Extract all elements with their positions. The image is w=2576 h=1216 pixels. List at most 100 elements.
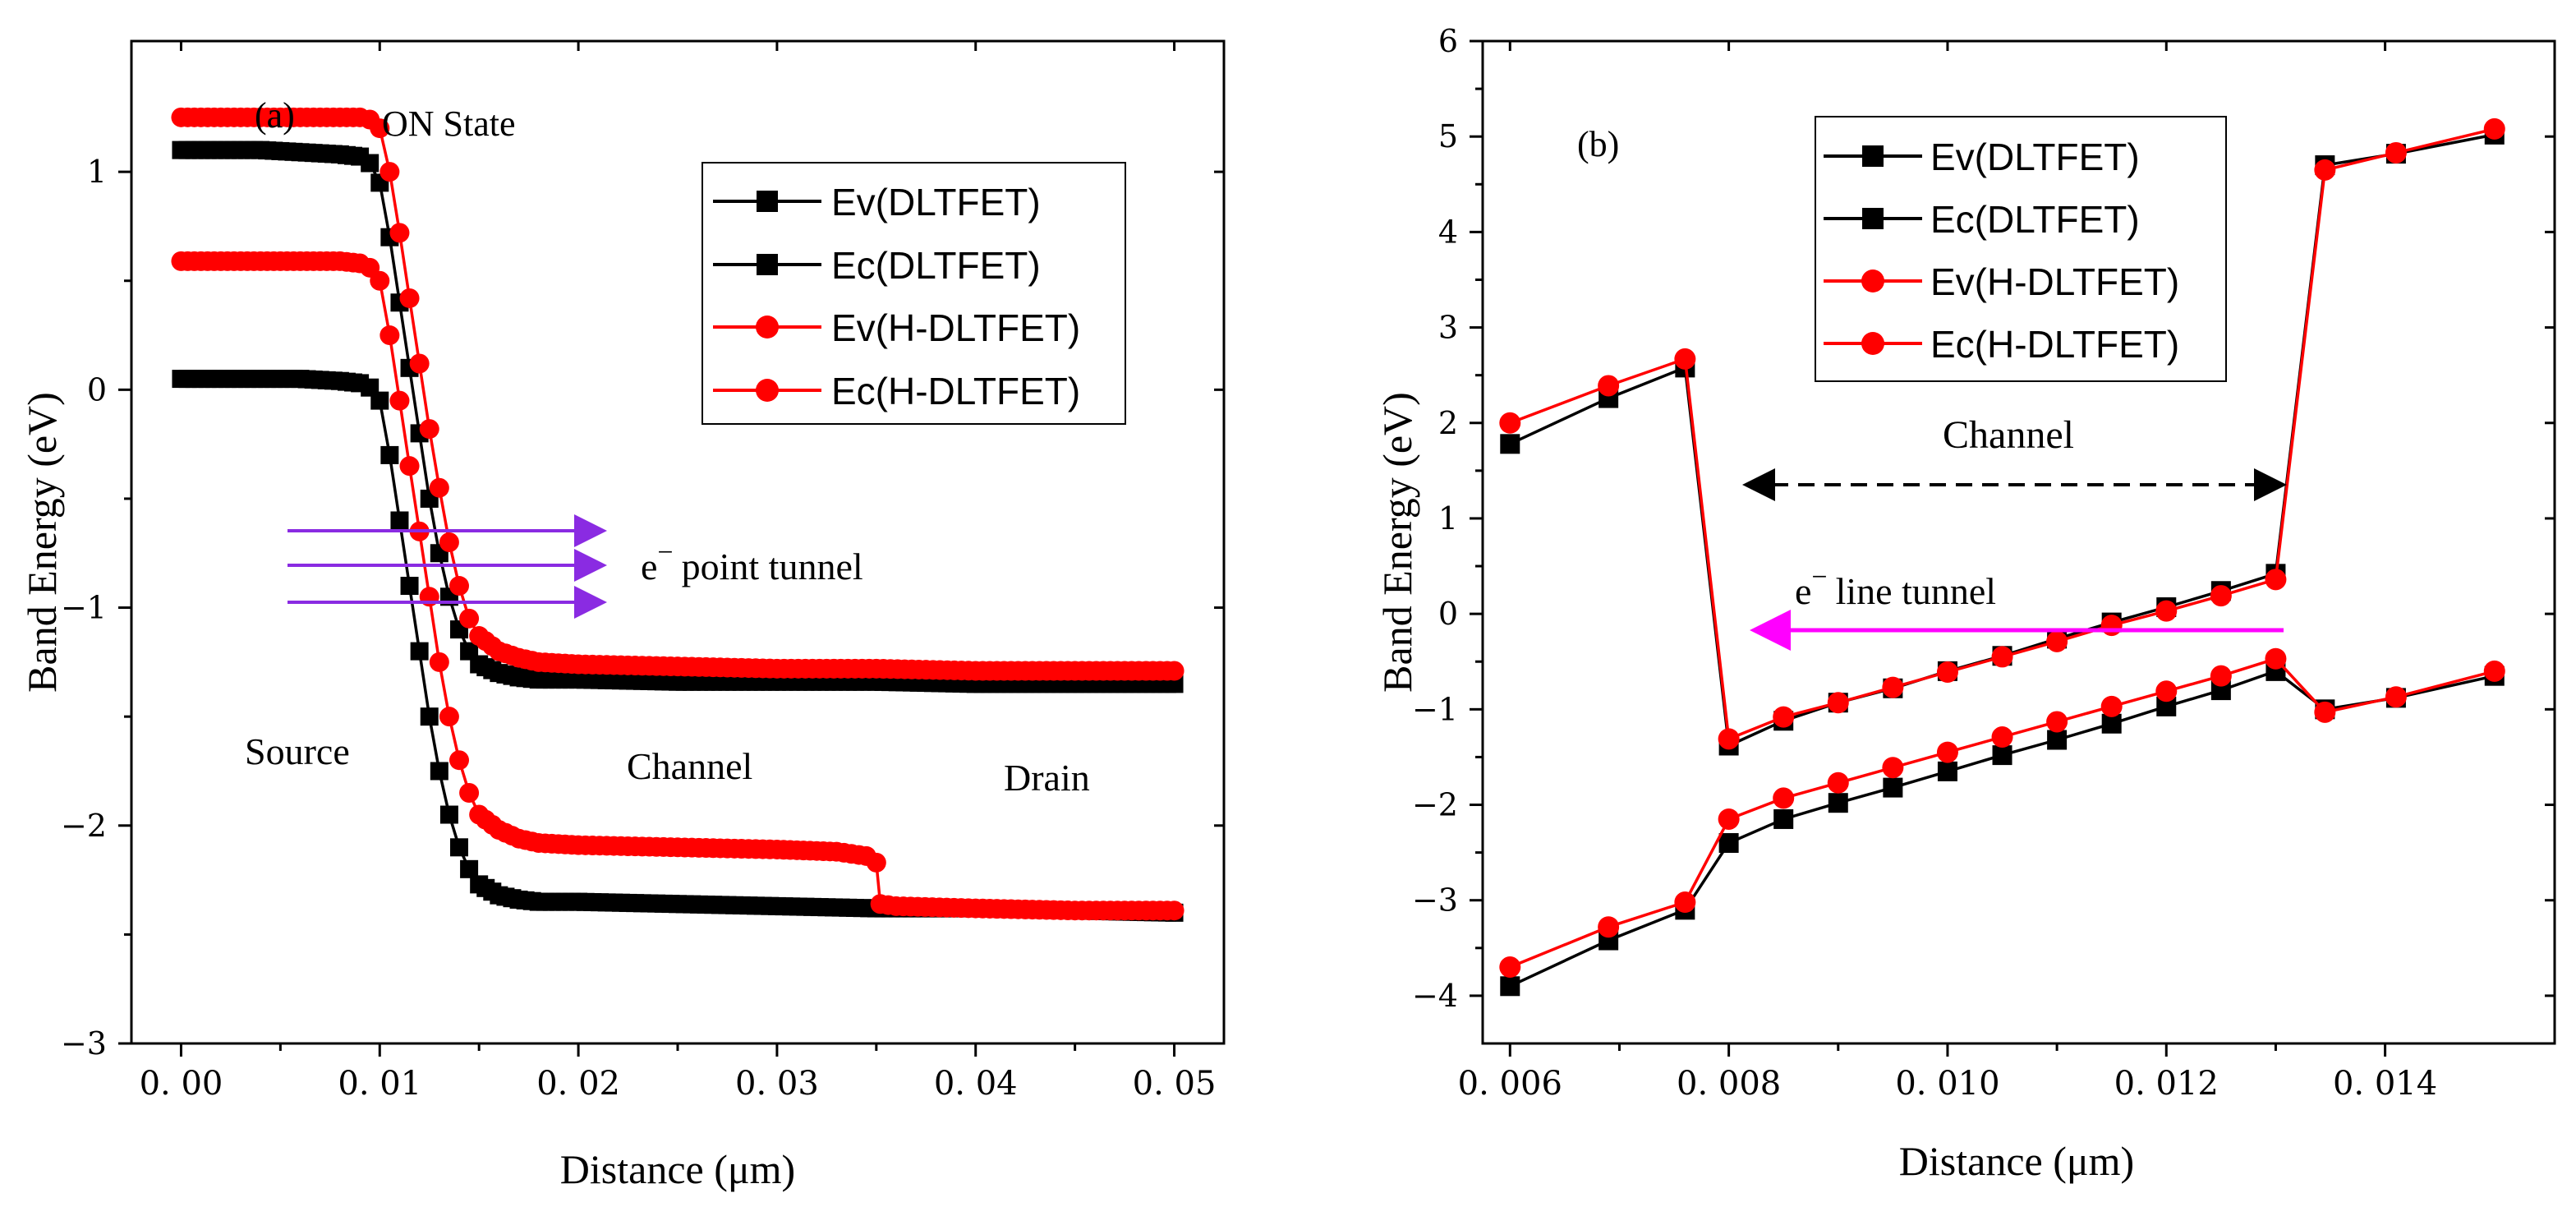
data-point: [389, 390, 410, 411]
panel-b-label: (b): [1577, 124, 1619, 164]
panel-a-series: [171, 107, 1184, 922]
data-point: [380, 445, 399, 464]
legend-b-entry-2: Ec(DLTFET): [1824, 198, 2140, 241]
data-point: [1598, 375, 1620, 397]
y-tick-label: −1: [1412, 691, 1458, 727]
data-point: [1500, 434, 1520, 454]
data-point: [1499, 412, 1521, 434]
data-point: [420, 707, 439, 726]
series-ec-h-dltfet-: [1499, 117, 2505, 750]
circle-marker-icon: [756, 379, 779, 402]
data-point: [380, 162, 400, 182]
panel-b-series: [1499, 117, 2505, 997]
electron-superscript: −: [657, 537, 673, 568]
data-point: [389, 223, 410, 243]
legend-b-label-2: Ec(DLTFET): [1930, 198, 2140, 241]
point-tunnel-label: e− point tunnel: [641, 537, 863, 587]
data-point: [459, 783, 480, 803]
panel-b-xlabel: Distance (μm): [1899, 1138, 2134, 1184]
data-point: [399, 456, 420, 477]
legend-a-label-4: Ec(H-DLTFET): [831, 370, 1080, 412]
channel-label-a: Channel: [627, 745, 752, 787]
square-marker-icon: [1862, 208, 1884, 229]
electron-superscript: −: [1811, 562, 1827, 592]
data-point: [2155, 680, 2178, 702]
data-point: [1500, 976, 1520, 997]
series-ev-dltfet-: [1500, 661, 2505, 997]
x-tick-label: 0. 04: [934, 1065, 1018, 1103]
y-tick-label: −1: [61, 590, 107, 626]
legend-b-label-1: Ev(DLTFET): [1930, 136, 2140, 178]
data-point: [400, 577, 419, 596]
data-point: [2265, 569, 2287, 591]
data-point: [1674, 891, 1696, 914]
legend-b-entry-3: Ev(H-DLTFET): [1824, 260, 2179, 303]
panel-b-legend: Ev(DLTFET) Ec(DLTFET) Ev(H-DLTFET) Ec(H-…: [1815, 116, 2227, 382]
panel-a-title: ON State: [382, 104, 516, 144]
data-point: [450, 838, 468, 857]
data-point: [1718, 728, 1740, 750]
panel-b-ylabel: Band Energy (eV): [1374, 392, 1420, 693]
data-point: [419, 419, 439, 440]
legend-b-label-3: Ev(H-DLTFET): [1930, 260, 2179, 303]
data-point: [1827, 692, 1849, 714]
panel-a-tick-labels: 0. 00 0. 01 0. 02 0. 03 0. 04 0. 05 −3 −2 −1 0 1: [61, 154, 1216, 1103]
data-point: [1827, 772, 1849, 794]
data-point: [1882, 676, 1904, 698]
data-point: [370, 391, 389, 410]
square-marker-icon: [757, 191, 778, 212]
y-tick-label: −4: [1412, 978, 1458, 1014]
panel-a-ylabel: Band Energy (eV): [19, 392, 65, 693]
x-tick-label: 0. 01: [338, 1065, 421, 1103]
square-marker-icon: [1862, 145, 1884, 167]
data-point: [361, 154, 380, 173]
legend-a-entry-4: Ec(H-DLTFET): [713, 370, 1080, 412]
legend-b-label-4: Ec(H-DLTFET): [1930, 323, 2179, 366]
series-ev-h-dltfet-: [171, 251, 1184, 921]
data-point: [2047, 730, 2068, 750]
y-tick-label: 3: [1438, 310, 1458, 346]
legend-a-label-3: Ev(H-DLTFET): [831, 306, 1080, 349]
data-point: [2100, 615, 2123, 637]
legend-a-entry-3: Ev(H-DLTFET): [713, 306, 1080, 349]
data-point: [1773, 706, 1795, 728]
x-tick-label: 0. 010: [1895, 1065, 1999, 1103]
data-point: [866, 852, 886, 873]
data-point: [370, 118, 390, 139]
x-tick-label: 0. 00: [140, 1065, 223, 1103]
data-point: [439, 707, 459, 727]
data-point: [1499, 956, 1521, 979]
data-point: [1991, 646, 2013, 668]
point-tunnel-text: point tunnel: [682, 546, 863, 587]
y-tick-label: 4: [1438, 214, 1458, 250]
series-ev-h-dltfet-: [1499, 647, 2505, 979]
data-point: [460, 859, 479, 878]
panel-a-label: (a): [255, 95, 295, 136]
circle-marker-icon: [756, 316, 779, 339]
panel-b-ticks: [1470, 39, 2555, 1057]
x-tick-label: 0. 006: [1458, 1065, 1562, 1103]
data-point: [1882, 757, 1904, 779]
drain-label: Drain: [1004, 757, 1090, 799]
data-point: [1164, 900, 1184, 921]
line-tunnel-text: line tunnel: [1836, 570, 1996, 612]
data-point: [2385, 686, 2407, 708]
data-point: [2046, 630, 2068, 652]
series-ec-h-dltfet-: [171, 107, 1184, 681]
data-point: [2483, 660, 2505, 682]
data-point: [1164, 661, 1184, 681]
data-point: [2210, 665, 2232, 687]
electron-symbol: e: [641, 546, 657, 587]
data-point: [410, 642, 429, 661]
data-point: [390, 511, 409, 530]
channel-label-b: Channel: [1943, 413, 2074, 457]
x-tick-label: 0. 014: [2333, 1065, 2437, 1103]
data-point: [2265, 647, 2287, 670]
data-point: [1718, 833, 1739, 853]
panel-b-chart: 0. 006 0. 008 0. 010 0. 012 0. 014−4−3−2−101…: [1374, 23, 2556, 1184]
panel-a-ticks: [118, 41, 1224, 1057]
data-point: [1718, 808, 1740, 830]
x-tick-label: 0. 03: [735, 1065, 819, 1103]
y-tick-label: −3: [61, 1025, 107, 1062]
